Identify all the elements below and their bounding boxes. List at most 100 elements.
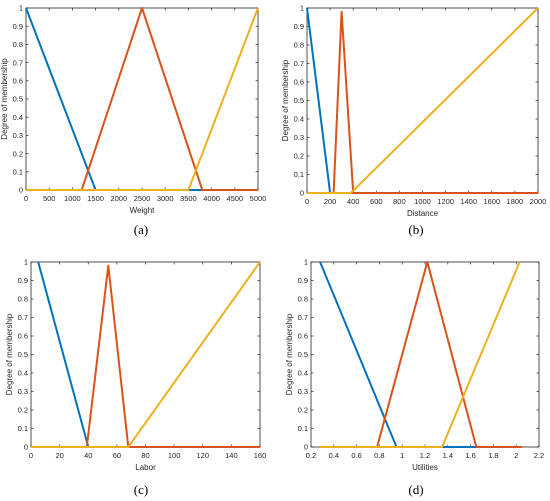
y-tick-label-d: 0.1 xyxy=(298,424,308,433)
y-tick-label-d: 0.6 xyxy=(298,332,308,341)
y-tick-label-a: 0.5 xyxy=(13,95,23,104)
x-tick-label-d: 1.6 xyxy=(465,451,475,460)
y-tick-label-d: 0.9 xyxy=(298,276,308,285)
y-axis-label-a: Degree of membership xyxy=(0,58,9,140)
plot-area-b xyxy=(306,7,539,194)
y-tick-label-b: 0.3 xyxy=(294,133,304,142)
x-tick-label-c: 0 xyxy=(29,451,33,460)
y-tick-label-d: 1 xyxy=(304,258,308,267)
x-tick-label-c: 160 xyxy=(254,451,267,460)
panel-d: 0.2 0.4 0.6 0.8 1 1.2 1.4 1.6 1.8 2 2.2 0 0.1 0.2 0.3 0… xyxy=(285,258,544,472)
x-tick-label-c: 120 xyxy=(196,451,209,460)
y-axis-label-c: Degree of membership xyxy=(5,313,14,395)
y-tick-label-a: 0.6 xyxy=(13,77,23,86)
x-tick-label-d: 0.8 xyxy=(374,451,384,460)
x-tick-label-d: 0.6 xyxy=(351,451,361,460)
y-tick-label-c: 0 xyxy=(24,443,28,452)
y-tick-label-a: 0.2 xyxy=(13,149,23,158)
x-tick-label-d: 2 xyxy=(514,451,518,460)
x-tick-label-c: 80 xyxy=(141,451,149,460)
x-axis-label-c: Labor xyxy=(135,463,156,472)
y-tick-label-a: 1 xyxy=(19,4,23,13)
y-tick-label-c: 0.2 xyxy=(18,406,28,415)
y-tick-label-b: 0.2 xyxy=(294,152,304,161)
caption-a: (a) xyxy=(133,222,149,237)
x-tick-label-d: 2.2 xyxy=(534,451,544,460)
y-tick-label-c: 0.7 xyxy=(18,313,28,322)
y-tick-label-c: 0.9 xyxy=(18,276,28,285)
x-tick-label-a: 0 xyxy=(24,194,28,203)
x-tick-label-b: 1200 xyxy=(437,197,454,206)
y-tick-label-a: 0.8 xyxy=(13,40,23,49)
x-tick-label-d: 1.4 xyxy=(443,451,453,460)
y-tick-label-a: 0.7 xyxy=(13,58,23,67)
y-tick-label-c: 0.1 xyxy=(18,424,28,433)
y-tick-label-a: 0.4 xyxy=(13,113,23,122)
y-tick-label-c: 1 xyxy=(24,258,28,267)
x-tick-label-a: 2000 xyxy=(110,194,127,203)
y-tick-label-c: 0.5 xyxy=(18,350,28,359)
x-tick-label-b: 800 xyxy=(393,197,406,206)
x-tick-label-a: 3500 xyxy=(180,194,197,203)
y-axis-label-b: Degree of membership xyxy=(281,59,290,141)
x-axis-label-d: Utilities xyxy=(412,463,438,472)
y-tick-label-b: 0.4 xyxy=(294,115,304,124)
y-tick-label-d: 0.7 xyxy=(298,313,308,322)
x-tick-label-b: 200 xyxy=(324,197,337,206)
x-tick-label-b: 0 xyxy=(305,197,309,206)
x-tick-label-a: 1500 xyxy=(87,194,104,203)
x-tick-label-b: 1400 xyxy=(460,197,477,206)
x-tick-label-a: 4500 xyxy=(226,194,243,203)
x-tick-label-c: 40 xyxy=(84,451,92,460)
y-tick-label-d: 0.3 xyxy=(298,387,308,396)
x-tick-label-d: 0.2 xyxy=(306,451,316,460)
series-line-c-3 xyxy=(31,261,261,448)
x-tick-label-a: 4000 xyxy=(203,194,220,203)
panel-c: 0 20 40 60 80 100 120 140 160 0 0.1 0.2 0.3 0.4 0.5 0.6… xyxy=(5,258,266,472)
y-tick-label-d: 0.4 xyxy=(298,369,308,378)
caption-b: (b) xyxy=(408,222,424,237)
y-axis-label-d: Degree of membership xyxy=(285,313,294,395)
plot-area-c xyxy=(30,261,261,448)
x-tick-label-a: 1000 xyxy=(64,194,81,203)
plot-area-d xyxy=(310,261,540,448)
x-tick-label-d: 1 xyxy=(400,451,404,460)
x-tick-label-d: 1.2 xyxy=(420,451,430,460)
y-tick-label-c: 0.8 xyxy=(18,295,28,304)
x-tick-label-b: 400 xyxy=(347,197,360,206)
x-tick-label-b: 1000 xyxy=(414,197,431,206)
caption-d: (d) xyxy=(408,482,424,497)
y-tick-label-b: 1 xyxy=(300,4,304,13)
y-tick-label-a: 0.1 xyxy=(13,168,23,177)
y-tick-label-c: 0.6 xyxy=(18,332,28,341)
panel-a: 0 500 1000 1500 2000 2500 3000 3500 4000 4500 5000… xyxy=(0,4,266,215)
x-axis-label-a: Weight xyxy=(130,206,156,215)
y-tick-label-b: 0 xyxy=(300,189,304,198)
x-tick-label-a: 2500 xyxy=(134,194,151,203)
y-tick-label-a: 0 xyxy=(19,186,23,195)
series-line-b-3 xyxy=(307,7,539,194)
y-tick-label-b: 0.7 xyxy=(294,59,304,68)
caption-c: (c) xyxy=(133,482,149,497)
y-tick-label-d: 0.8 xyxy=(298,295,308,304)
x-tick-label-b: 1800 xyxy=(507,197,524,206)
x-tick-label-a: 5000 xyxy=(250,194,267,203)
x-tick-label-c: 100 xyxy=(168,451,181,460)
y-tick-label-d: 0.2 xyxy=(298,406,308,415)
y-tick-label-a: 0.3 xyxy=(13,131,23,140)
y-tick-label-b: 0.8 xyxy=(294,41,304,50)
y-tick-label-c: 0.3 xyxy=(18,387,28,396)
y-tick-label-b: 0.1 xyxy=(294,170,304,179)
x-tick-label-a: 3000 xyxy=(157,194,174,203)
x-tick-label-c: 20 xyxy=(55,451,63,460)
x-tick-label-c: 140 xyxy=(225,451,238,460)
y-tick-label-d: 0.5 xyxy=(298,350,308,359)
x-tick-label-d: 1.8 xyxy=(488,451,498,460)
series-line-d-3 xyxy=(320,261,521,448)
y-tick-label-b: 0.6 xyxy=(294,78,304,87)
x-tick-label-b: 1600 xyxy=(483,197,500,206)
y-tick-label-a: 0.9 xyxy=(13,22,23,31)
y-tick-label-b: 0.9 xyxy=(294,22,304,31)
x-axis-label-b: Distance xyxy=(407,209,439,218)
